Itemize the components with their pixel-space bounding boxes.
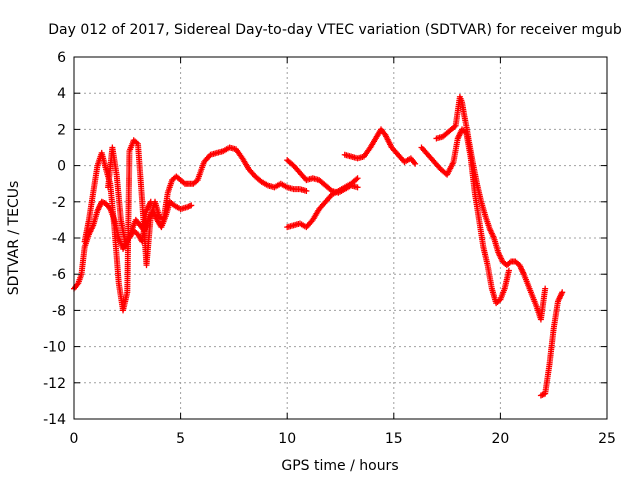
- y-tick-label: -4: [52, 231, 66, 247]
- y-tick-label: -8: [52, 303, 66, 319]
- grid: [74, 57, 607, 419]
- chart-title: Day 012 of 2017, Sidereal Day-to-day VTE…: [48, 22, 622, 38]
- x-tick-labels: 0 5 10 15 20 25: [70, 431, 616, 447]
- y-tick-label: -14: [43, 412, 66, 428]
- x-tick-label: 5: [176, 431, 185, 447]
- y-axis-label: SDTVAR / TECUs: [6, 181, 22, 296]
- data-point: [412, 160, 419, 167]
- y-tick-label: 4: [57, 86, 66, 102]
- data-point: [147, 198, 154, 205]
- series-2: [81, 137, 310, 314]
- data-point: [542, 285, 549, 292]
- data-point: [559, 289, 566, 296]
- y-tick-labels: -14 -12 -10 -8 -6 -4 -2 0 2 4 6: [43, 50, 66, 428]
- series-6: [341, 126, 419, 167]
- x-tick-label: 0: [70, 431, 79, 447]
- x-tick-label: 25: [598, 431, 616, 447]
- data-point: [451, 123, 458, 130]
- data-point: [303, 187, 310, 194]
- x-tick-label: 10: [278, 431, 296, 447]
- data-marks: [71, 93, 566, 399]
- x-tick-label: 20: [491, 431, 509, 447]
- data-point: [505, 267, 512, 274]
- y-tick-label: -10: [43, 340, 66, 356]
- y-tick-label: -2: [52, 195, 66, 211]
- x-axis-label: GPS time / hours: [281, 458, 398, 474]
- data-point: [188, 202, 195, 209]
- y-tick-label: 2: [57, 122, 66, 138]
- series-8: [433, 93, 549, 323]
- series-7: [418, 126, 512, 307]
- data-point: [354, 175, 361, 182]
- series-5: [284, 157, 361, 196]
- series-3: [105, 144, 154, 245]
- y-tick-label: 0: [57, 159, 66, 175]
- y-tick-label: -12: [43, 376, 66, 392]
- y-tick-label: -6: [52, 267, 66, 283]
- data-point: [354, 184, 361, 191]
- x-tick-label: 15: [385, 431, 403, 447]
- y-tick-label: 6: [57, 50, 66, 66]
- axis-ticks: [73, 56, 608, 420]
- series-9: [537, 289, 566, 399]
- data-point: [353, 176, 360, 183]
